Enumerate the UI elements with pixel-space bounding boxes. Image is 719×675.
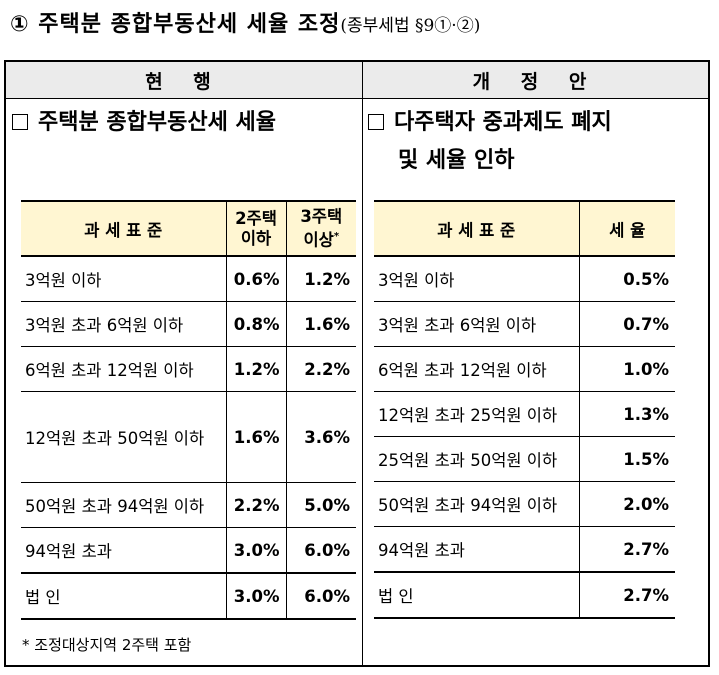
rate-cell: 2.2%	[225, 482, 286, 528]
tax-base-cell: 94억원 초과	[21, 527, 226, 574]
rate-cell: 3.0%	[225, 572, 286, 620]
tax-base-cell: 50억원 초과 94억원 이하	[374, 481, 579, 527]
current-rate-table: 과 세 표 준 2주택 이하 3주택 이상* 3억원 이하 0.6% 1.2% 3억…	[21, 200, 356, 620]
checkbox-icon	[368, 114, 384, 130]
revised-heading: 다주택자 중과제도 폐지	[368, 104, 612, 142]
tax-base-cell: 3억원 이하	[21, 256, 226, 302]
table-row: 6억원 초과 12억원 이하 1.2% 2.2%	[21, 346, 356, 392]
rate-cell: 1.0%	[578, 346, 675, 392]
revised-rate-table: 과 세 표 준 세 율 3억원 이하 0.5% 3억원 초과 6억원 이하 0.…	[374, 200, 675, 619]
revised-heading-line1: 다주택자 중과제도 폐지	[394, 110, 612, 135]
rate-cell: 5.0%	[285, 482, 356, 528]
table-row: 94억원 초과 3.0% 6.0%	[21, 527, 356, 574]
table-header-row: 과 세 표 준 세 율	[374, 200, 675, 257]
rate-cell: 1.3%	[578, 391, 675, 437]
tax-base-cell: 25억원 초과 50억원 이하	[374, 436, 579, 482]
header-rate: 세 율	[578, 200, 675, 257]
rate-cell: 0.6%	[225, 256, 286, 302]
table-row: 12억원 초과 25억원 이하 1.3%	[374, 391, 675, 437]
table-header-row: 과 세 표 준 2주택 이하 3주택 이상*	[21, 200, 356, 257]
tax-base-cell: 6억원 초과 12억원 이하	[374, 346, 579, 392]
title-main: ① 주택분 종합부동산세 세율 조정	[10, 12, 341, 37]
table-row: 25억원 초과 50억원 이하 1.5%	[374, 436, 675, 482]
rate-cell: 2.7%	[578, 526, 675, 573]
header-tax-base: 과 세 표 준	[374, 200, 579, 257]
table-row-corporation: 법 인 3.0% 6.0%	[21, 572, 356, 620]
tax-base-cell: 6억원 초과 12억원 이하	[21, 346, 226, 392]
rate-cell: 1.6%	[225, 391, 286, 483]
revised-column-header: 개 정 안	[363, 62, 708, 99]
tax-base-cell: 3억원 이하	[374, 256, 579, 302]
table-row: 12억원 초과 50억원 이하 1.6% 3.6%	[21, 391, 356, 483]
current-column-header: 현 행	[6, 62, 362, 99]
rate-cell: 6.0%	[285, 572, 356, 620]
rate-cell: 2.7%	[578, 571, 675, 619]
header-tax-base: 과 세 표 준	[21, 200, 226, 257]
rate-cell: 2.0%	[578, 481, 675, 527]
checkbox-icon	[12, 114, 28, 130]
current-heading: 주택분 종합부동산세 세율	[12, 104, 276, 142]
rate-cell: 2.2%	[285, 346, 356, 392]
rate-cell: 3.0%	[225, 527, 286, 574]
tax-base-cell: 법 인	[374, 571, 579, 619]
rate-cell: 1.2%	[225, 346, 286, 392]
rate-cell: 3.6%	[285, 391, 356, 483]
rate-cell: 1.5%	[578, 436, 675, 482]
tax-base-cell: 94억원 초과	[374, 526, 579, 573]
title-sub: (종부세법 §9①·②)	[340, 16, 481, 36]
column-divider	[362, 62, 363, 665]
rate-cell: 0.8%	[225, 301, 286, 347]
rate-cell: 6.0%	[285, 527, 356, 574]
table-row: 3억원 초과 6억원 이하 0.8% 1.6%	[21, 301, 356, 347]
comparison-frame: 현 행 개 정 안 주택분 종합부동산세 세율 과 세 표 준 2주택 이하 3주…	[4, 60, 710, 667]
tax-base-cell: 법 인	[21, 572, 226, 620]
footnote: * 조정대상지역 2주택 포함	[22, 636, 192, 654]
rate-cell: 0.7%	[578, 301, 675, 347]
tax-base-cell: 3억원 초과 6억원 이하	[21, 301, 226, 347]
table-row-corporation: 법 인 2.7%	[374, 571, 675, 619]
table-row: 50억원 초과 94억원 이하 2.0%	[374, 481, 675, 527]
tax-base-cell: 50억원 초과 94억원 이하	[21, 482, 226, 528]
table-row: 94억원 초과 2.7%	[374, 526, 675, 573]
table-row: 6억원 초과 12억원 이하 1.0%	[374, 346, 675, 392]
tax-base-cell: 12억원 초과 25억원 이하	[374, 391, 579, 437]
header-three-homes: 3주택 이상*	[285, 200, 356, 257]
table-row: 50억원 초과 94억원 이하 2.2% 5.0%	[21, 482, 356, 528]
rate-cell: 1.6%	[285, 301, 356, 347]
table-row: 3억원 초과 6억원 이하 0.7%	[374, 301, 675, 347]
table-row: 3억원 이하 0.6% 1.2%	[21, 256, 356, 302]
tax-base-cell: 12억원 초과 50억원 이하	[21, 391, 226, 483]
header-two-homes: 2주택 이하	[225, 200, 286, 257]
tax-base-cell: 3억원 초과 6억원 이하	[374, 301, 579, 347]
page-title: ① 주택분 종합부동산세 세율 조정(종부세법 §9①·②)	[10, 6, 480, 38]
rate-cell: 0.5%	[578, 256, 675, 302]
rate-cell: 1.2%	[285, 256, 356, 302]
table-row: 3억원 이하 0.5%	[374, 256, 675, 302]
current-heading-text: 주택분 종합부동산세 세율	[38, 110, 276, 135]
revised-heading-line2: 및 세율 인하	[398, 148, 515, 173]
